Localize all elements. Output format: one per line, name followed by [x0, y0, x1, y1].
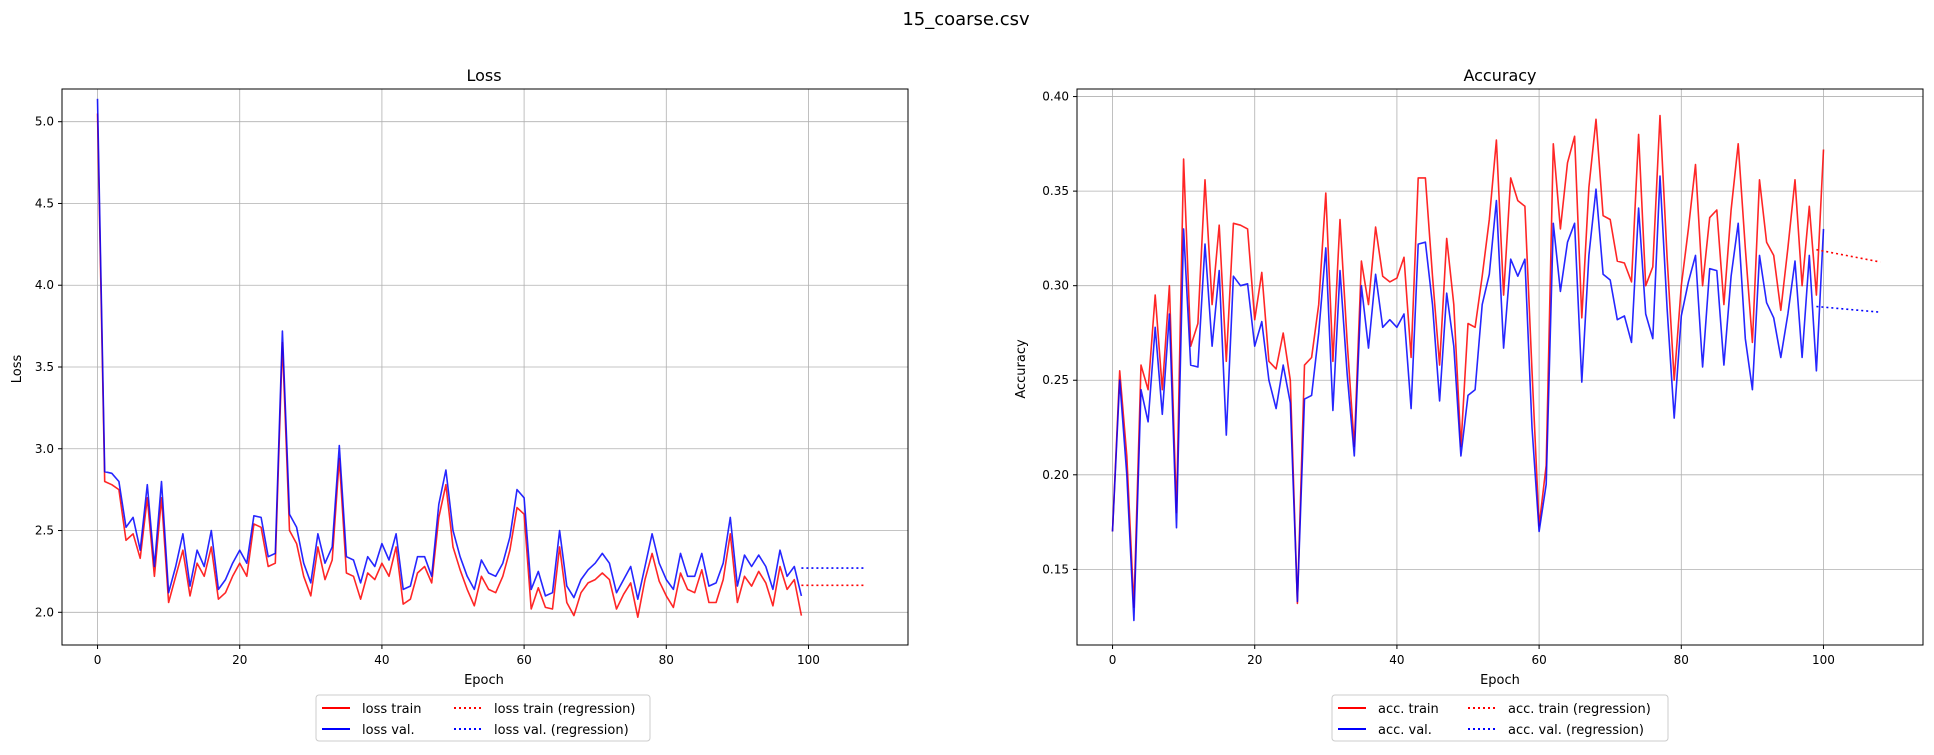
legend-label-acc-val: acc. val.: [1378, 723, 1432, 738]
accuracy-series-acc-train: [1111, 114, 1825, 609]
loss-x-axis-label: Epoch: [464, 673, 504, 688]
loss-plot-area: 0 20 40 60 80 100 2.0 2.5 3.0 3.5 4.0 4.5 5.0: [35, 88, 909, 667]
loss-y-tick-label: 2.5: [35, 524, 54, 538]
accuracy-x-tick-label: 80: [1674, 653, 1689, 667]
accuracy-x-tick-label: 20: [1247, 653, 1262, 667]
loss-y-tick-label: 5.0: [35, 115, 54, 129]
accuracy-x-axis-label: Epoch: [1480, 673, 1520, 688]
loss-y-axis-label: Loss: [10, 355, 25, 384]
loss-y-tick-label: 2.0: [35, 605, 54, 619]
loss-chart-title: Loss: [466, 66, 501, 85]
loss-chart-panel: Loss Epoch Loss 0 20 40 60 80 100 2.0 2.5 3.0 3.5…: [10, 66, 909, 742]
accuracy-x-tick-label: 100: [1812, 653, 1835, 667]
accuracy-plot-area: 0 20 40 60 80 100 0.15 0.20 0.25 0.30 0.35 0.40: [1042, 88, 1924, 667]
loss-x-tick-label: 80: [659, 653, 674, 667]
legend-label-acc-train-regression: acc. train (regression): [1508, 702, 1651, 717]
legend-label-acc-train: acc. train: [1378, 702, 1439, 717]
accuracy-series-acc-val: [1111, 175, 1825, 622]
accuracy-chart-title: Accuracy: [1463, 66, 1536, 85]
legend-label-loss-val-regression: loss val. (regression): [494, 723, 629, 738]
accuracy-series-acc-val-regression: [1816, 305, 1881, 313]
legend-label-loss-val: loss val.: [362, 723, 415, 738]
loss-series-loss-val: [96, 98, 803, 601]
accuracy-y-tick-label: 0.20: [1042, 468, 1069, 482]
accuracy-axes-frame: [1076, 88, 1924, 646]
accuracy-y-tick-label: 0.15: [1042, 562, 1069, 576]
loss-y-tick-label: 3.0: [35, 442, 54, 456]
legend-label-loss-train-regression: loss train (regression): [494, 702, 636, 717]
loss-x-tick-label: 20: [232, 653, 247, 667]
loss-y-tick-label: 3.5: [35, 360, 54, 374]
figure-title: 15_coarse.csv: [902, 9, 1030, 30]
accuracy-legend-box: [1331, 694, 1669, 742]
accuracy-y-tick-label: 0.40: [1042, 90, 1069, 104]
loss-legend: loss train loss val. loss train (regress…: [315, 694, 651, 742]
accuracy-series-acc-train-regression: [1816, 248, 1881, 263]
loss-series-loss-train: [96, 113, 803, 619]
legend-label-loss-train: loss train: [362, 702, 422, 717]
loss-y-tick-label: 4.0: [35, 278, 54, 292]
accuracy-x-tick-label: 0: [1109, 653, 1117, 667]
accuracy-legend: acc. train acc. val. acc. train (regress…: [1331, 694, 1669, 742]
loss-x-tick-label: 100: [797, 653, 820, 667]
accuracy-chart-panel: Accuracy Epoch Accuracy 0 20 40 60 80 100 0.15…: [1014, 66, 1924, 742]
legend-label-acc-val-regression: acc. val. (regression): [1508, 723, 1644, 738]
loss-legend-box: [315, 694, 651, 742]
accuracy-y-tick-label: 0.25: [1042, 373, 1069, 387]
loss-y-tick-label: 4.5: [35, 196, 54, 210]
accuracy-x-tick-label: 40: [1389, 653, 1404, 667]
loss-x-tick-label: 40: [374, 653, 389, 667]
accuracy-x-tick-label: 60: [1531, 653, 1546, 667]
loss-axes-frame: [61, 88, 909, 646]
accuracy-y-tick-label: 0.35: [1042, 184, 1069, 198]
accuracy-y-axis-label: Accuracy: [1014, 339, 1029, 399]
loss-x-tick-label: 0: [94, 653, 102, 667]
accuracy-y-tick-label: 0.30: [1042, 279, 1069, 293]
loss-x-tick-label: 60: [516, 653, 531, 667]
